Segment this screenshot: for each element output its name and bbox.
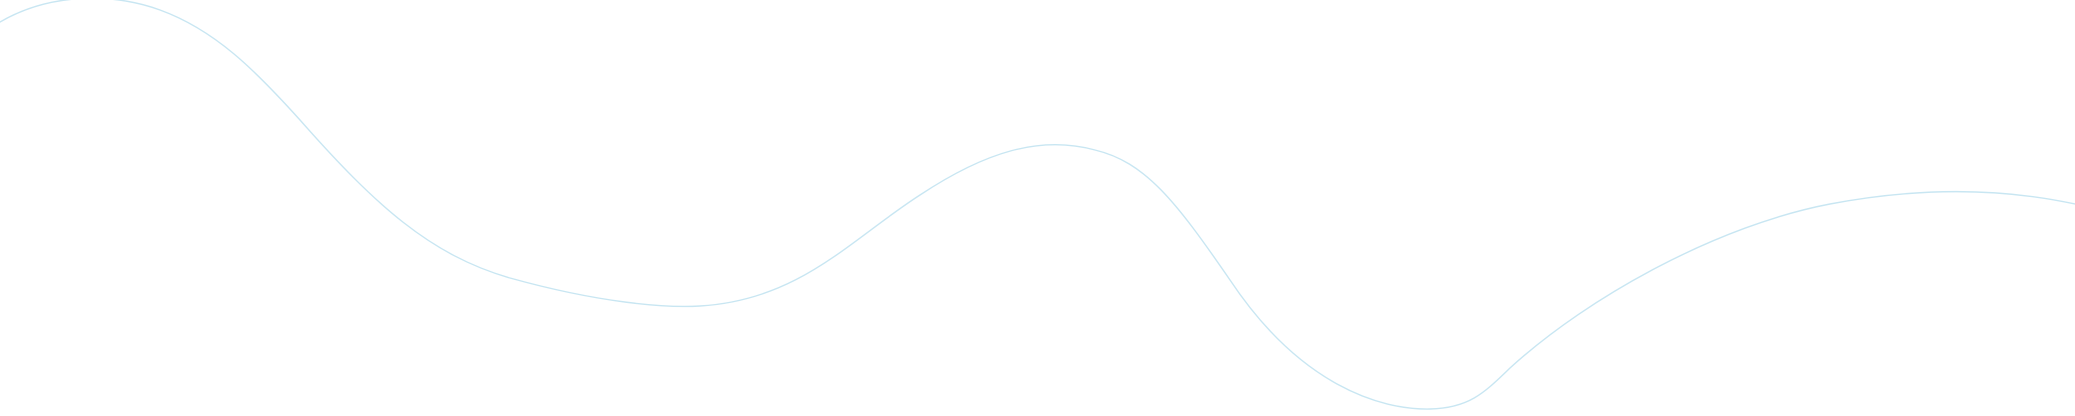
background [0,0,2075,416]
decorative-wave-canvas [0,0,2075,416]
decorative-wave-line [0,0,2075,410]
